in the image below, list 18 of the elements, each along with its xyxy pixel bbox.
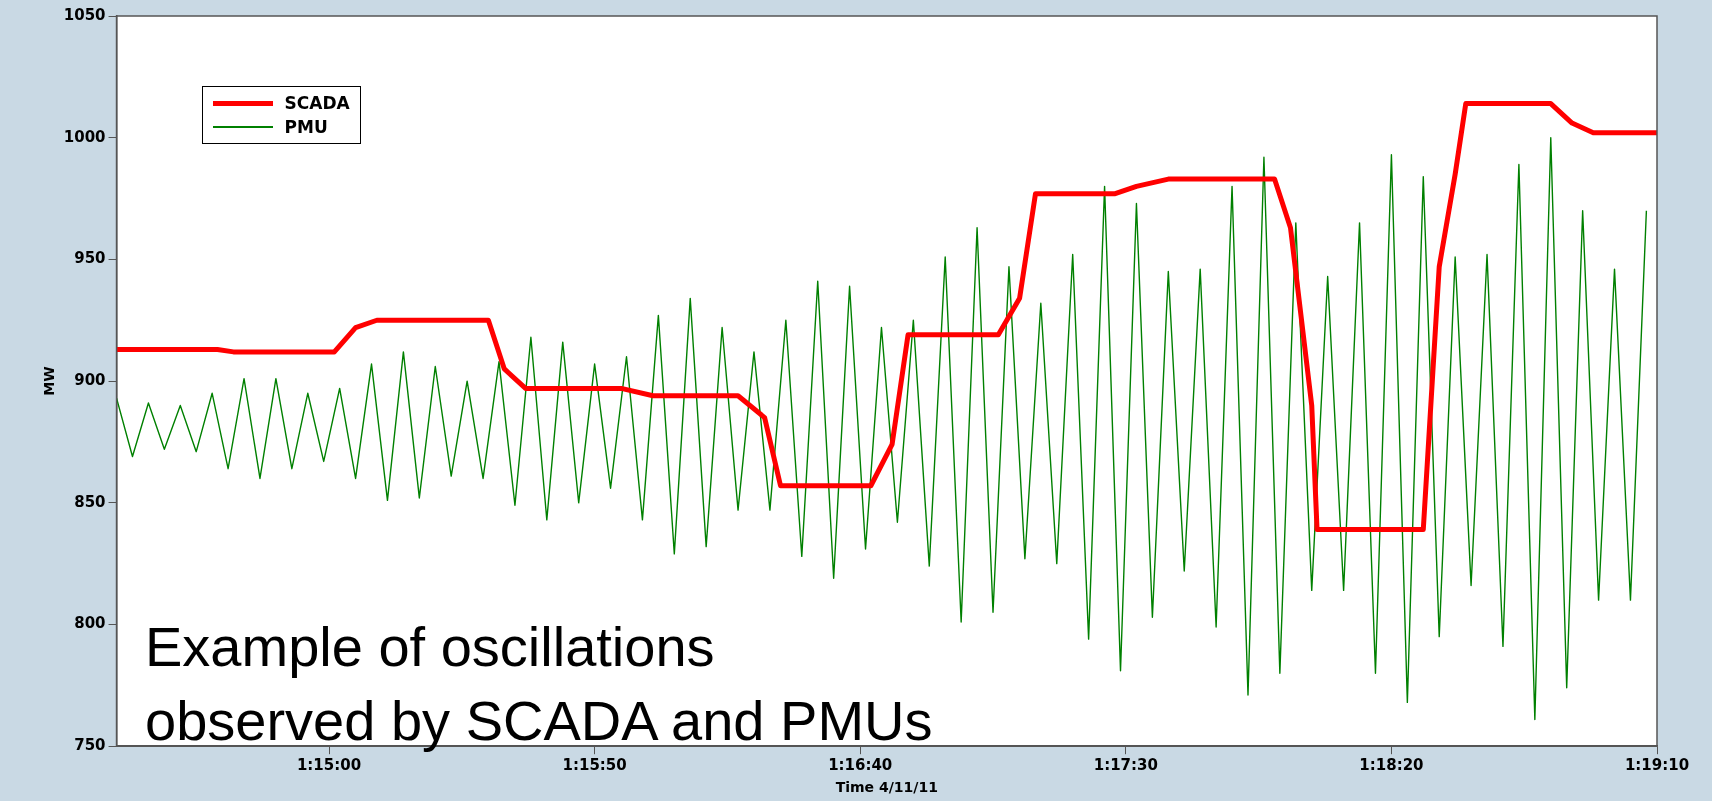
y-tick-label: 800 [74,614,106,633]
x-tick-label: 1:15:50 [562,756,627,775]
x-axis-title: Time 4/11/11 [835,779,938,796]
y-tick-label: 950 [74,249,106,268]
legend-label: SCADA [284,93,350,113]
y-tick-label: 900 [74,370,106,389]
x-tick-label: 1:15:00 [296,756,362,775]
y-tick-label: 750 [74,736,106,755]
x-tick-label: 1:17:30 [1093,756,1158,775]
y-tick-label: 1000 [63,127,106,146]
x-tick-label: 1:18:20 [1359,756,1424,775]
y-tick-label: 1050 [63,5,106,24]
legend-label: PMU [284,117,328,137]
x-tick-label: 1:16:40 [828,756,893,775]
y-tick-label: 850 [74,492,106,511]
x-tick-label: 1:19:10 [1624,756,1690,775]
annotation: Example of oscillations observed by SCADA and PMUs [145,614,933,754]
y-axis-title: MW [41,366,58,396]
